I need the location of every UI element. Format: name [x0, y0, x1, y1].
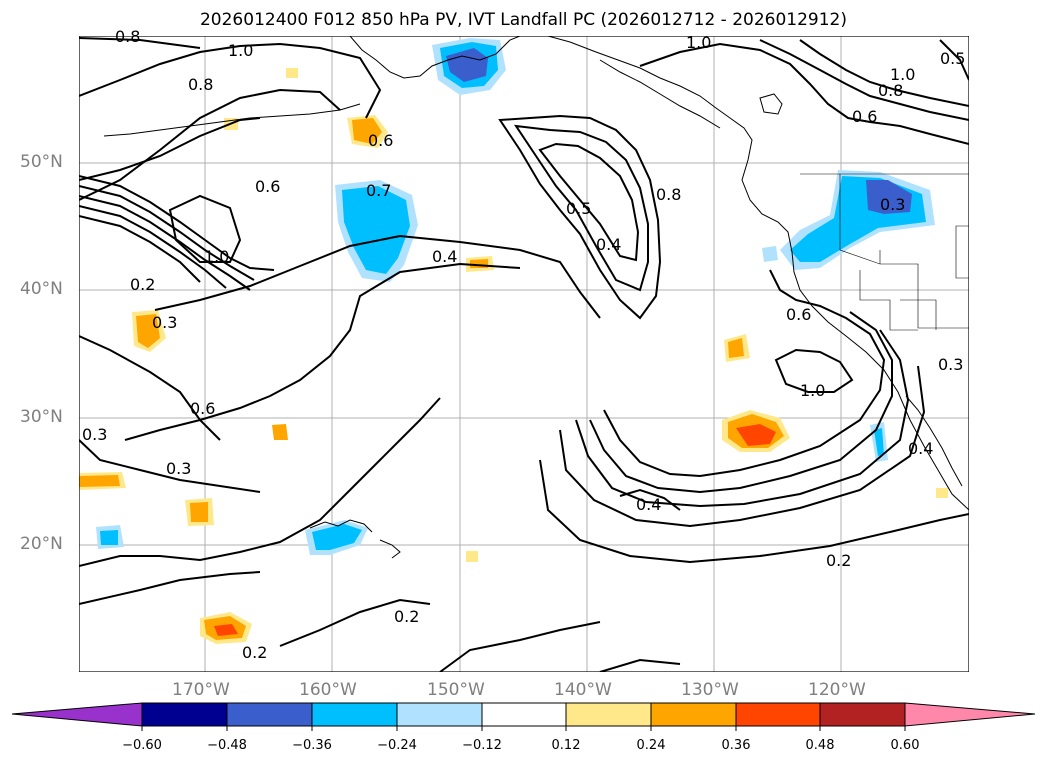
contour-label: 0.3 [82, 425, 107, 444]
colorbar-tick: −0.36 [292, 738, 332, 753]
lat-label-40n: 40°N [20, 279, 63, 299]
lon-label-170w: 170°W [172, 680, 230, 700]
contour-label: 0.3 [880, 195, 905, 214]
filled-anomaly-patches [79, 38, 948, 644]
colorbar [11, 702, 1036, 731]
contour-label: 0.2 [242, 643, 267, 662]
colorbar-tick: 0.12 [551, 738, 581, 753]
contour-label: 0.8 [878, 81, 903, 100]
contour-label: 0.2 [394, 607, 419, 626]
contour-label: 0.8 [115, 27, 140, 46]
contour-label: 0.6 [255, 177, 280, 196]
contour-label: 0.7 [366, 181, 391, 200]
colorbar-tick: −0.24 [377, 738, 417, 753]
contour-label: 0.5 [940, 49, 965, 68]
contour-label: 0.3 [938, 355, 963, 374]
political-boundaries [800, 173, 969, 331]
contour-label: 0.2 [130, 275, 155, 294]
figure-title: 2026012400 F012 850 hPa PV, IVT Landfall… [199, 10, 847, 30]
lat-label-20n: 20°N [20, 534, 63, 554]
lat-label-50n: 50°N [20, 152, 63, 172]
contour-label: 0.4 [636, 495, 661, 514]
contour-label: 0.3 [166, 459, 191, 478]
colorbar-tick: 0.60 [890, 738, 920, 753]
contour-label: 0.6 [786, 305, 811, 324]
lat-label-30n: 30°N [20, 407, 63, 427]
lon-label-130w: 130°W [681, 680, 739, 700]
contour-label: 1.0 [890, 65, 915, 84]
contour-label: 1.0 [800, 381, 825, 400]
pv-contours [79, 37, 969, 672]
contour-label: 0.2 [826, 551, 851, 570]
contour-label: 1.0 [228, 41, 253, 60]
colorbar-tick: −0.48 [207, 738, 247, 753]
contour-label: 0.4 [908, 439, 933, 458]
contour-label: 0.3 [152, 313, 177, 332]
colorbar-tick: −0.60 [122, 738, 162, 753]
lon-label-150w: 150°W [427, 680, 485, 700]
colorbar-tick: 0.36 [721, 738, 751, 753]
contour-label: 0.5 [566, 199, 591, 218]
contour-label: 0.6 [368, 131, 393, 150]
contour-label: 0.4 [596, 235, 621, 254]
lon-label-140w: 140°W [554, 680, 612, 700]
contour-labels: 0.8 1.0 0.8 0.6 0.6 0.7 0.4 0.5 0.4 0.8 … [82, 27, 965, 662]
map-frame-background [79, 36, 969, 672]
contour-label: 0.4 [432, 247, 457, 266]
contour-label: 1.0 [686, 33, 711, 52]
colorbar-extend-high [904, 702, 1036, 727]
contour-label: 1.0 [204, 247, 229, 266]
contour-label: 0.8 [656, 185, 681, 204]
lon-label-160w: 160°W [299, 680, 357, 700]
colorbar-tick: 0.48 [805, 738, 835, 753]
coastlines [103, 36, 969, 559]
lon-label-120w: 120°W [808, 680, 866, 700]
contour-label: 0.6 [852, 107, 877, 126]
contour-label: 0.8 [188, 75, 213, 94]
colorbar-tick: −0.12 [462, 738, 502, 753]
colorbar-extend-low [11, 702, 143, 727]
graticule [79, 36, 969, 672]
contour-label: 0.6 [190, 399, 215, 418]
colorbar-tick: 0.24 [636, 738, 666, 753]
